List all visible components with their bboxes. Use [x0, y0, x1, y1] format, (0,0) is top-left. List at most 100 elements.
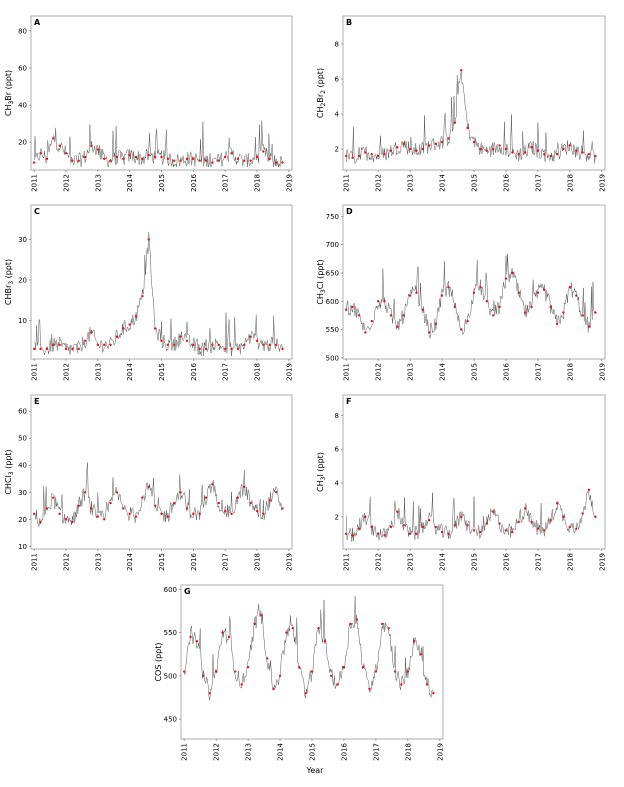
x-tick-label: 2011	[181, 743, 189, 761]
x-tick-label: 2017	[222, 553, 230, 571]
plot-frame	[30, 394, 293, 550]
data-point	[504, 147, 508, 151]
data-point	[543, 153, 546, 156]
x-tick-label: 2011	[343, 174, 351, 192]
data-point	[402, 142, 405, 145]
data-point	[568, 285, 572, 289]
data-point	[413, 640, 416, 643]
data-point	[249, 159, 252, 162]
data-point	[466, 126, 469, 130]
panel-d: D 500 550 600 650 700 750 2011 2012 2013 2014 2015 2…	[316, 204, 606, 381]
data-point	[281, 161, 284, 164]
panel-c: C 10 20 30 2011 2012 2013 2014 2015 2016 2017 2018 2…	[4, 204, 293, 381]
data-point	[568, 525, 572, 529]
data-point	[587, 488, 591, 491]
data-point	[453, 305, 457, 309]
data-point	[364, 515, 367, 519]
data-point	[255, 509, 259, 513]
data-point	[122, 327, 125, 330]
data-point	[153, 155, 157, 159]
data-point	[491, 147, 495, 151]
series-line	[183, 596, 434, 701]
data-point	[249, 501, 252, 505]
data-point	[555, 322, 559, 326]
data-point	[45, 507, 49, 510]
y-tick-label: 80	[18, 27, 27, 35]
data-point	[71, 159, 74, 162]
y-tick-label: 500	[164, 672, 177, 680]
data-point	[253, 622, 256, 626]
data-point	[594, 311, 597, 314]
data-point	[204, 496, 208, 499]
data-point	[236, 347, 240, 351]
data-point	[351, 156, 354, 159]
data-point	[310, 670, 314, 673]
y-tick-label: 600	[164, 586, 177, 594]
data-point	[581, 151, 584, 154]
data-point	[83, 155, 87, 159]
x-tick-label: 2019	[285, 553, 293, 571]
data-point	[479, 530, 482, 534]
data-point	[77, 347, 80, 351]
y-tick-label: 650	[326, 269, 339, 277]
y-tick-label: 20	[18, 276, 27, 284]
x-tick-label: 2014	[126, 552, 134, 570]
data-point	[71, 520, 74, 524]
data-point	[274, 491, 278, 494]
data-point	[115, 491, 119, 494]
data-point	[83, 339, 87, 342]
data-point	[141, 496, 144, 499]
y-tick-label: 60	[18, 408, 27, 416]
data-point	[460, 515, 463, 519]
data-point	[160, 512, 163, 516]
data-point	[402, 524, 405, 527]
x-tick-label: 2013	[407, 553, 415, 571]
data-point	[103, 518, 106, 521]
data-point	[511, 530, 514, 534]
data-point	[291, 627, 295, 630]
data-point	[562, 515, 565, 519]
data-point	[428, 331, 431, 334]
data-point	[336, 683, 339, 686]
x-tick-label: 2017	[222, 174, 230, 192]
data-point	[217, 159, 220, 162]
y-tick-label: 450	[164, 716, 177, 724]
data-point	[344, 532, 348, 535]
y-tick-label: 500	[326, 354, 339, 362]
data-point	[419, 653, 422, 656]
data-point	[408, 532, 412, 535]
data-point	[58, 512, 61, 516]
data-point	[530, 146, 533, 149]
data-point	[517, 153, 520, 156]
data-point	[472, 529, 476, 532]
x-tick-label: 2014	[439, 173, 447, 191]
data-point	[268, 343, 271, 347]
data-point	[109, 501, 112, 505]
data-point	[147, 238, 150, 241]
data-point	[32, 161, 36, 164]
data-point	[90, 144, 93, 148]
data-point	[530, 305, 533, 309]
data-point	[575, 294, 578, 297]
x-tick-label: 2012	[213, 743, 221, 761]
x-tick-label: 2012	[63, 174, 71, 192]
x-tick-label: 2019	[436, 743, 444, 761]
x-tick-label: 2017	[534, 363, 542, 381]
data-point	[182, 670, 186, 673]
data-point	[240, 683, 243, 686]
data-point	[153, 504, 157, 507]
data-point	[408, 147, 412, 151]
data-point	[511, 151, 514, 154]
data-point	[262, 150, 265, 153]
data-point	[575, 149, 578, 152]
data-point	[342, 665, 346, 669]
data-point	[453, 524, 457, 527]
data-point	[425, 683, 429, 686]
data-point	[96, 343, 100, 347]
data-point	[562, 311, 565, 314]
data-point	[103, 343, 106, 347]
x-tick-label: 2012	[375, 553, 383, 571]
data-point	[115, 335, 119, 338]
data-point	[52, 496, 55, 499]
y-tick-label: 20	[18, 139, 27, 147]
